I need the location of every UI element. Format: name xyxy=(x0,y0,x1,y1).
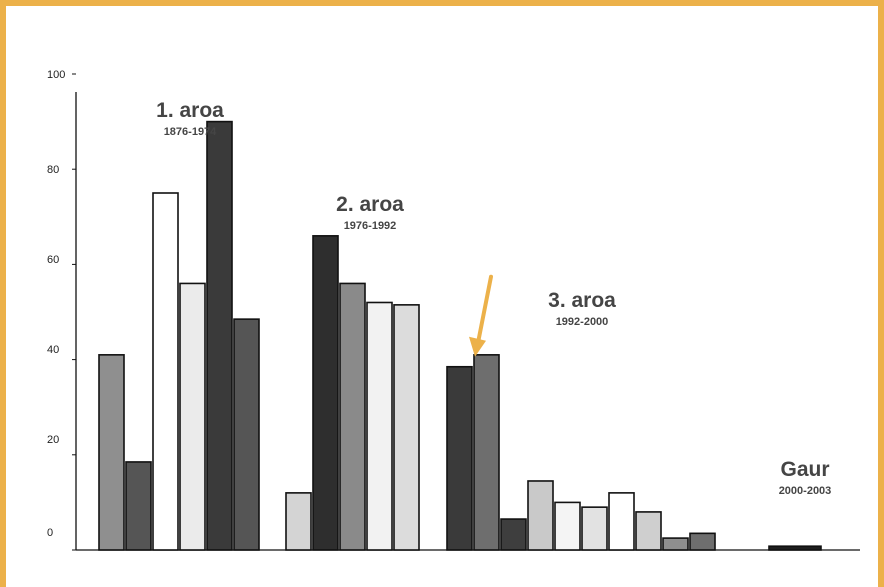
group-years: 1876-1974 xyxy=(164,126,217,138)
bar xyxy=(768,545,822,551)
bar xyxy=(206,120,233,551)
annotation-arrow-head xyxy=(469,336,486,357)
bar xyxy=(179,282,206,551)
bar xyxy=(608,492,635,551)
bar xyxy=(527,480,554,551)
y-tick-label: 20 xyxy=(47,434,59,446)
bar xyxy=(635,511,662,551)
bar xyxy=(366,301,393,551)
bar xyxy=(581,506,608,551)
y-tick-label: 60 xyxy=(47,254,59,266)
y-tick-label: 0 xyxy=(47,527,53,539)
bar xyxy=(233,318,260,551)
group-years: 1992-2000 xyxy=(556,316,609,328)
bar xyxy=(554,501,581,551)
group-title: 1. aroa xyxy=(156,99,224,122)
group-years: 2000-2003 xyxy=(779,485,832,497)
bar xyxy=(312,235,339,551)
bar xyxy=(500,518,527,551)
y-tick-label: 40 xyxy=(47,344,59,356)
bar xyxy=(446,365,473,551)
y-tick-label: 100 xyxy=(47,69,65,81)
bar xyxy=(98,354,125,551)
bar xyxy=(285,492,312,551)
group-title: Gaur xyxy=(780,458,829,481)
bar xyxy=(393,304,420,551)
bar xyxy=(689,532,716,551)
group-title: 3. aroa xyxy=(548,289,616,312)
bar xyxy=(339,282,366,551)
bar xyxy=(152,192,179,551)
group-title: 2. aroa xyxy=(336,193,404,216)
bar xyxy=(473,354,500,551)
annotation-arrow-shaft xyxy=(476,274,493,345)
group-years: 1976-1992 xyxy=(344,220,397,232)
bar xyxy=(125,461,152,551)
y-tick-label: 80 xyxy=(47,164,59,176)
bar xyxy=(662,537,689,551)
